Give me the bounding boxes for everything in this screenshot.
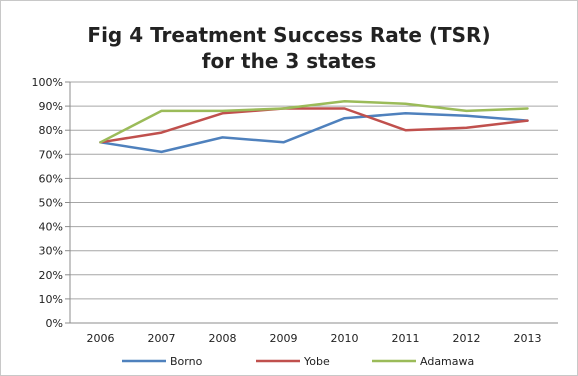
y-tick-label: 40% — [39, 221, 63, 234]
series-line-yobe — [99, 107, 529, 144]
chart-title-line-2: for the 3 states — [201, 49, 377, 73]
chart-title: Fig 4 Treatment Success Rate (TSR) for t… — [0, 22, 578, 74]
x-tick-label: 2007 — [148, 332, 176, 345]
y-tick-label: 90% — [39, 100, 63, 113]
y-tick-label: 0% — [46, 317, 63, 330]
y-tick-label: 30% — [39, 245, 63, 258]
x-tick-label: 2012 — [453, 332, 481, 345]
y-tick-label: 10% — [39, 293, 63, 306]
series-line-adamawa — [99, 100, 529, 144]
x-tick-label: 2008 — [209, 332, 237, 345]
legend-label-yobe: Yobe — [303, 355, 330, 368]
legend-label-adamawa: Adamawa — [420, 355, 474, 368]
y-tick-label: 100% — [32, 76, 63, 89]
y-tick-label: 80% — [39, 124, 63, 137]
y-tick-label: 70% — [39, 148, 63, 161]
legend: Borno Yobe Adamawa — [122, 355, 474, 368]
legend-label-borno: Borno — [170, 355, 203, 368]
series-line-borno — [99, 112, 529, 154]
x-tick-label: 2009 — [270, 332, 298, 345]
x-axis-labels: 2006 2007 2008 2009 2010 2011 2012 2013 — [87, 332, 542, 345]
chart-title-line-1: Fig 4 Treatment Success Rate (TSR) — [87, 23, 491, 47]
series-lines — [99, 100, 529, 154]
y-axis-labels: 0% 10% 20% 30% 40% 50% 60% 70% 80% 90% 100% — [32, 76, 63, 330]
y-tick-label: 60% — [39, 172, 63, 185]
y-tick-label: 50% — [39, 197, 63, 210]
x-tick-label: 2006 — [87, 332, 115, 345]
x-tick-label: 2010 — [331, 332, 359, 345]
y-tick-label: 20% — [39, 269, 63, 282]
x-tick-label: 2013 — [514, 332, 542, 345]
x-tick-label: 2011 — [392, 332, 420, 345]
